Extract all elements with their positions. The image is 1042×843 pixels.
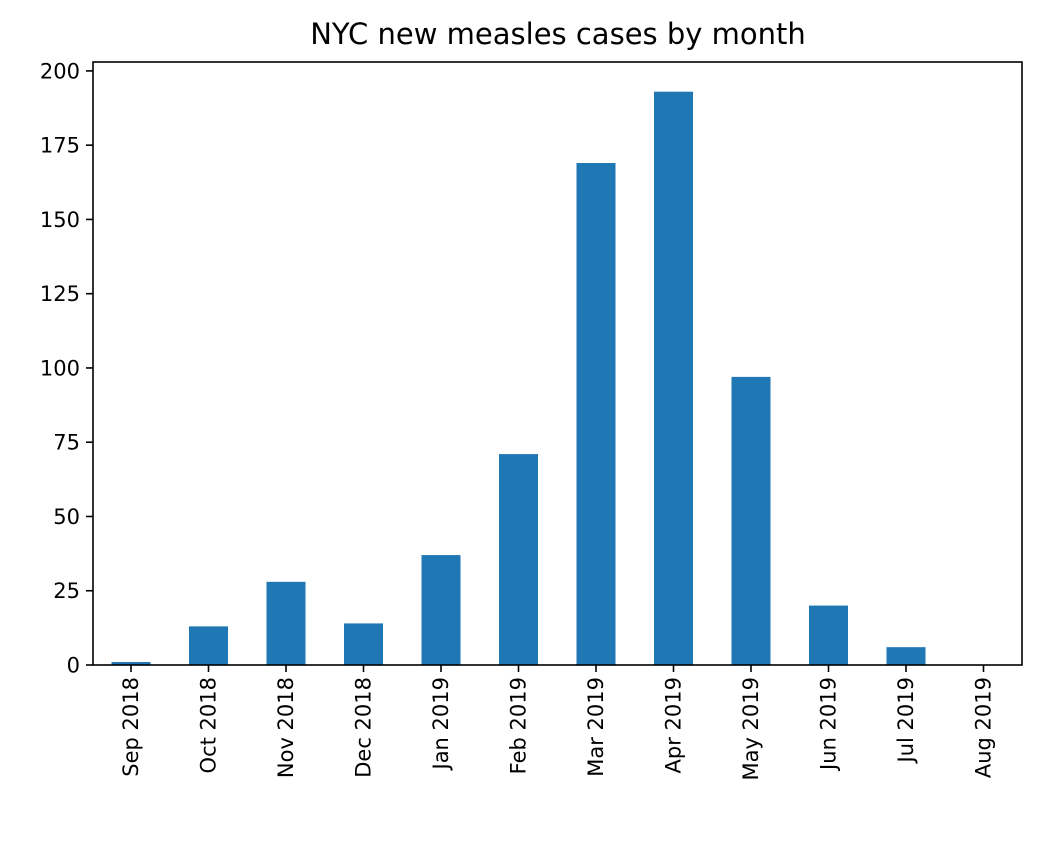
y-tick-label: 200 [40,59,80,83]
bar-apr-2019 [654,91,693,665]
y-tick-label: 75 [53,431,80,455]
y-tick-label: 100 [40,356,80,380]
x-tick-label: Jan 2019 [429,677,453,772]
y-axis: 0 25 50 75 100 125 150 175 200 [40,59,93,678]
bar-nov-2018 [266,581,306,665]
x-tick-label: Feb 2019 [507,677,531,774]
x-tick-label: Sep 2018 [119,677,143,777]
y-tick-label: 50 [53,505,80,529]
y-tick-label: 175 [40,134,80,158]
bar-jul-2019 [886,647,926,665]
bar-jan-2019 [421,555,461,665]
plot-area [111,91,926,665]
bar-dec-2018 [344,623,383,665]
bar-feb-2019 [499,454,538,665]
bar-may-2019 [731,376,771,665]
x-tick-label: Mar 2019 [584,677,608,777]
x-tick-label: Oct 2018 [197,677,221,773]
y-tick-label: 25 [53,579,80,603]
y-tick-label: 125 [40,282,80,306]
chart-title: NYC new measles cases by month [310,17,806,51]
x-tick-label: Aug 2019 [972,677,996,778]
bar-oct-2018 [189,626,228,665]
y-tick-label: 0 [67,654,80,678]
x-tick-label: May 2019 [739,677,763,781]
plot-frame [92,61,1023,666]
bar-jun-2019 [809,605,848,665]
x-axis: Sep 2018 Oct 2018 Nov 2018 Dec 2018 Jan 2019… [119,665,996,781]
bar-mar-2019 [576,163,616,665]
y-tick-label: 150 [40,208,80,232]
x-tick-label: Jul 2019 [894,677,918,764]
x-tick-label: Jun 2019 [817,677,841,772]
x-tick-label: Apr 2019 [662,677,686,773]
bar-sep-2018 [111,662,151,665]
x-tick-label: Nov 2018 [274,677,298,778]
x-tick-label: Dec 2018 [352,677,376,778]
